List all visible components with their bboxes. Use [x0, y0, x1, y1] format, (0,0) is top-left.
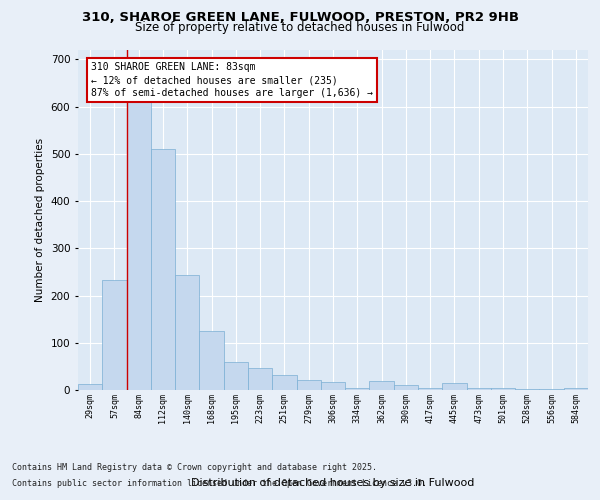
Text: Contains HM Land Registry data © Crown copyright and database right 2025.: Contains HM Land Registry data © Crown c…	[12, 464, 377, 472]
Bar	[539, 388, 564, 390]
Bar	[491, 388, 515, 390]
Bar	[78, 384, 102, 390]
Text: Contains public sector information licensed under the Open Government Licence v3: Contains public sector information licen…	[12, 478, 427, 488]
Text: Size of property relative to detached houses in Fulwood: Size of property relative to detached ho…	[136, 22, 464, 35]
Bar	[515, 388, 539, 390]
Bar	[370, 380, 394, 390]
Text: 310, SHAROE GREEN LANE, FULWOOD, PRESTON, PR2 9HB: 310, SHAROE GREEN LANE, FULWOOD, PRESTON…	[82, 11, 518, 24]
Bar	[272, 375, 296, 390]
X-axis label: Distribution of detached houses by size in Fulwood: Distribution of detached houses by size …	[191, 478, 475, 488]
Bar	[564, 388, 588, 390]
Bar	[248, 368, 272, 390]
Bar	[442, 383, 467, 390]
Bar	[199, 331, 224, 390]
Bar	[394, 386, 418, 390]
Y-axis label: Number of detached properties: Number of detached properties	[35, 138, 45, 302]
Bar	[102, 280, 127, 390]
Bar	[467, 388, 491, 390]
Bar	[321, 382, 345, 390]
Bar	[296, 380, 321, 390]
Text: 310 SHAROE GREEN LANE: 83sqm
← 12% of detached houses are smaller (235)
87% of s: 310 SHAROE GREEN LANE: 83sqm ← 12% of de…	[91, 62, 373, 98]
Bar	[224, 362, 248, 390]
Bar	[175, 275, 199, 390]
Bar	[418, 388, 442, 390]
Bar	[345, 388, 370, 390]
Bar	[127, 86, 151, 390]
Bar	[151, 149, 175, 390]
